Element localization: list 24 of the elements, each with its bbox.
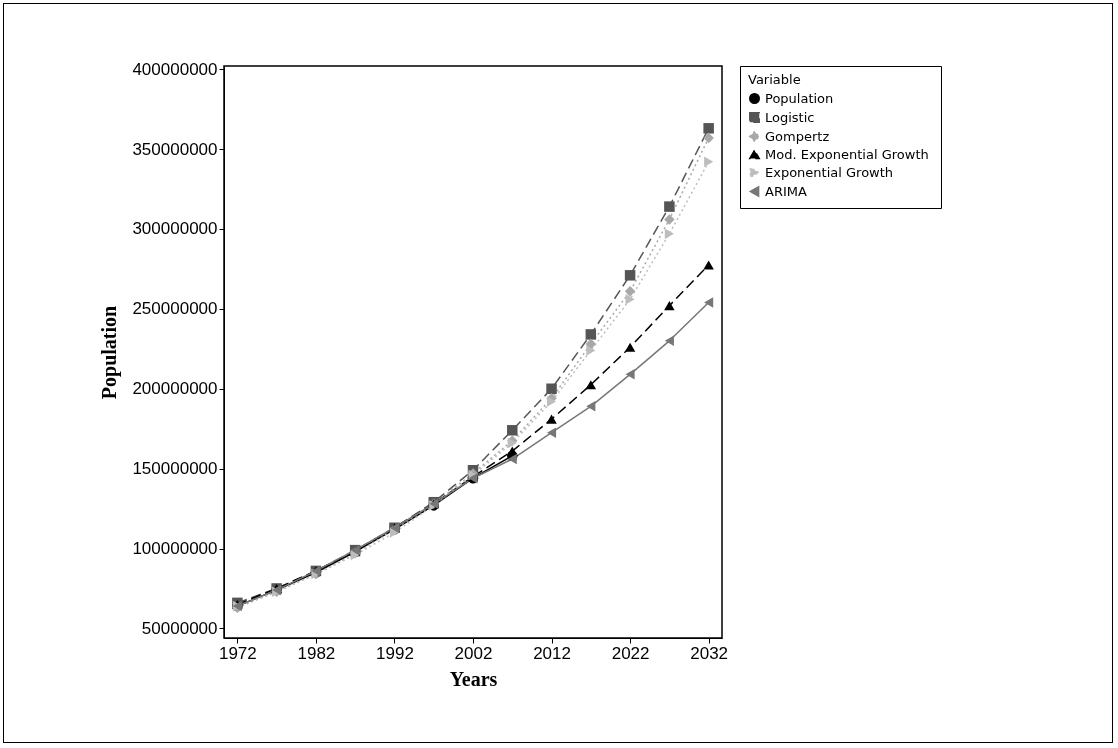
x-axis-title: Years	[449, 667, 498, 690]
legend-title: Variable	[748, 72, 801, 87]
legend-label: Gompertz	[765, 128, 830, 144]
x-tick-label: 2032	[690, 643, 729, 663]
legend-label: Population	[765, 90, 834, 106]
y-tick-label: 250000000	[132, 299, 218, 319]
y-axis-title: Population	[98, 305, 122, 400]
y-tick-label: 350000000	[132, 139, 218, 159]
legend-label: ARIMA	[765, 183, 807, 199]
legend-label: Exponential Growth	[765, 164, 894, 180]
legend-label: Logistic	[765, 109, 815, 125]
y-tick-label: 150000000	[132, 459, 218, 479]
y-tick-label: 300000000	[132, 219, 218, 239]
y-tick-label: 50000000	[141, 618, 218, 638]
x-tick-label: 1982	[297, 643, 336, 663]
y-tick-label: 400000000	[132, 59, 218, 79]
y-tick-label: 200000000	[132, 379, 218, 399]
x-tick-label: 2002	[454, 643, 493, 663]
legend-label: Mod. Exponential Growth	[765, 146, 929, 162]
x-tick-label: 1972	[218, 643, 257, 663]
y-tick-label: 100000000	[132, 539, 218, 559]
x-tick-label: 2012	[533, 643, 571, 663]
x-tick-label: 2022	[611, 643, 650, 663]
x-tick-label: 1992	[376, 643, 414, 663]
